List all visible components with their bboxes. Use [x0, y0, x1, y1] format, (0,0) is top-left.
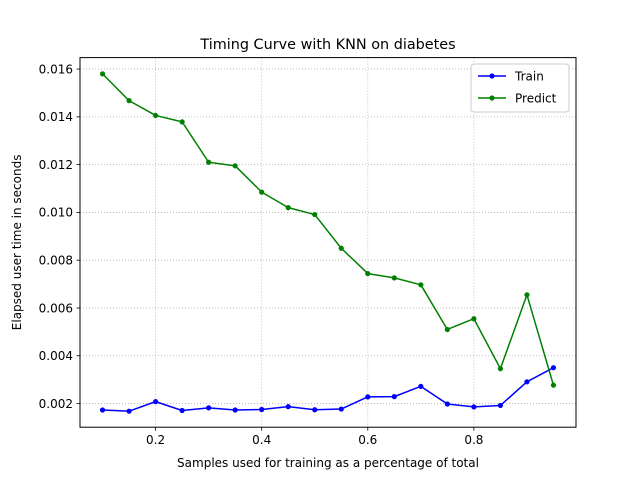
x-tick-label: 0.8: [464, 433, 483, 447]
data-point-predict: [99, 71, 106, 77]
legend-marker-predict: [489, 95, 495, 101]
legend-marker-train: [489, 73, 495, 79]
data-point-predict: [206, 159, 212, 165]
y-tick-label: 0.008: [39, 253, 73, 267]
data-point-train: [285, 404, 291, 410]
data-point-predict: [365, 270, 371, 277]
y-tick-label: 0.016: [39, 62, 73, 76]
data-point-predict: [471, 316, 477, 322]
data-point-train: [312, 407, 318, 413]
legend: Train Predict: [470, 63, 570, 113]
plot-series: [99, 71, 557, 414]
data-point-train: [497, 402, 504, 409]
data-point-train: [418, 383, 424, 389]
y-tick-label: 0.010: [39, 206, 73, 220]
data-point-predict: [259, 189, 265, 195]
data-point-predict: [444, 326, 450, 333]
y-tick-label: 0.014: [39, 110, 73, 124]
data-point-train: [232, 407, 238, 413]
x-tick-label: 0.6: [358, 433, 377, 447]
data-point-train: [179, 407, 185, 414]
data-point-train: [99, 407, 106, 413]
data-point-train: [391, 394, 397, 400]
data-point-predict: [152, 112, 159, 119]
data-point-predict: [179, 119, 185, 125]
series-line-predict: [102, 73, 555, 386]
data-point-train: [471, 404, 477, 410]
plot-frame: [79, 57, 577, 428]
data-point-predict: [285, 205, 291, 211]
y-tick-label: 0.002: [39, 397, 73, 411]
data-point-predict: [232, 163, 238, 169]
data-point-train: [126, 408, 132, 414]
legend-label-predict: Predict: [515, 92, 557, 106]
x-tick-label: 0.2: [146, 433, 165, 447]
data-point-train: [550, 365, 557, 371]
data-point-predict: [338, 245, 344, 251]
data-point-train: [259, 406, 265, 413]
y-tick-label: 0.006: [39, 301, 73, 315]
y-tick-label: 0.012: [39, 158, 73, 172]
data-point-train: [524, 379, 530, 385]
chart-title: Timing Curve with KNN on diabetes: [199, 37, 455, 53]
data-point-predict: [312, 211, 318, 218]
data-point-train: [365, 394, 371, 400]
x-axis-label: Samples used for training as a percentag…: [177, 456, 479, 470]
data-point-train: [444, 401, 450, 407]
series-line-train: [102, 367, 554, 412]
data-point-train: [152, 399, 159, 405]
axis-ticks: 0.2 0.4 0.6 0.8 0.002 0.004 0.006 0.008 0.010 0.0…: [39, 62, 484, 447]
data-point-train: [206, 405, 212, 411]
data-point-predict: [550, 382, 557, 388]
data-point-train: [338, 406, 344, 412]
x-tick-label: 0.4: [252, 433, 271, 447]
y-axis-label: Elapsed user time in seconds: [10, 155, 24, 331]
data-point-predict: [524, 292, 530, 298]
data-point-predict: [126, 98, 132, 104]
y-tick-label: 0.004: [39, 349, 73, 363]
legend-label-train: Train: [514, 70, 544, 84]
data-point-predict: [418, 282, 424, 288]
data-point-predict: [497, 366, 504, 372]
data-point-predict: [391, 275, 397, 281]
